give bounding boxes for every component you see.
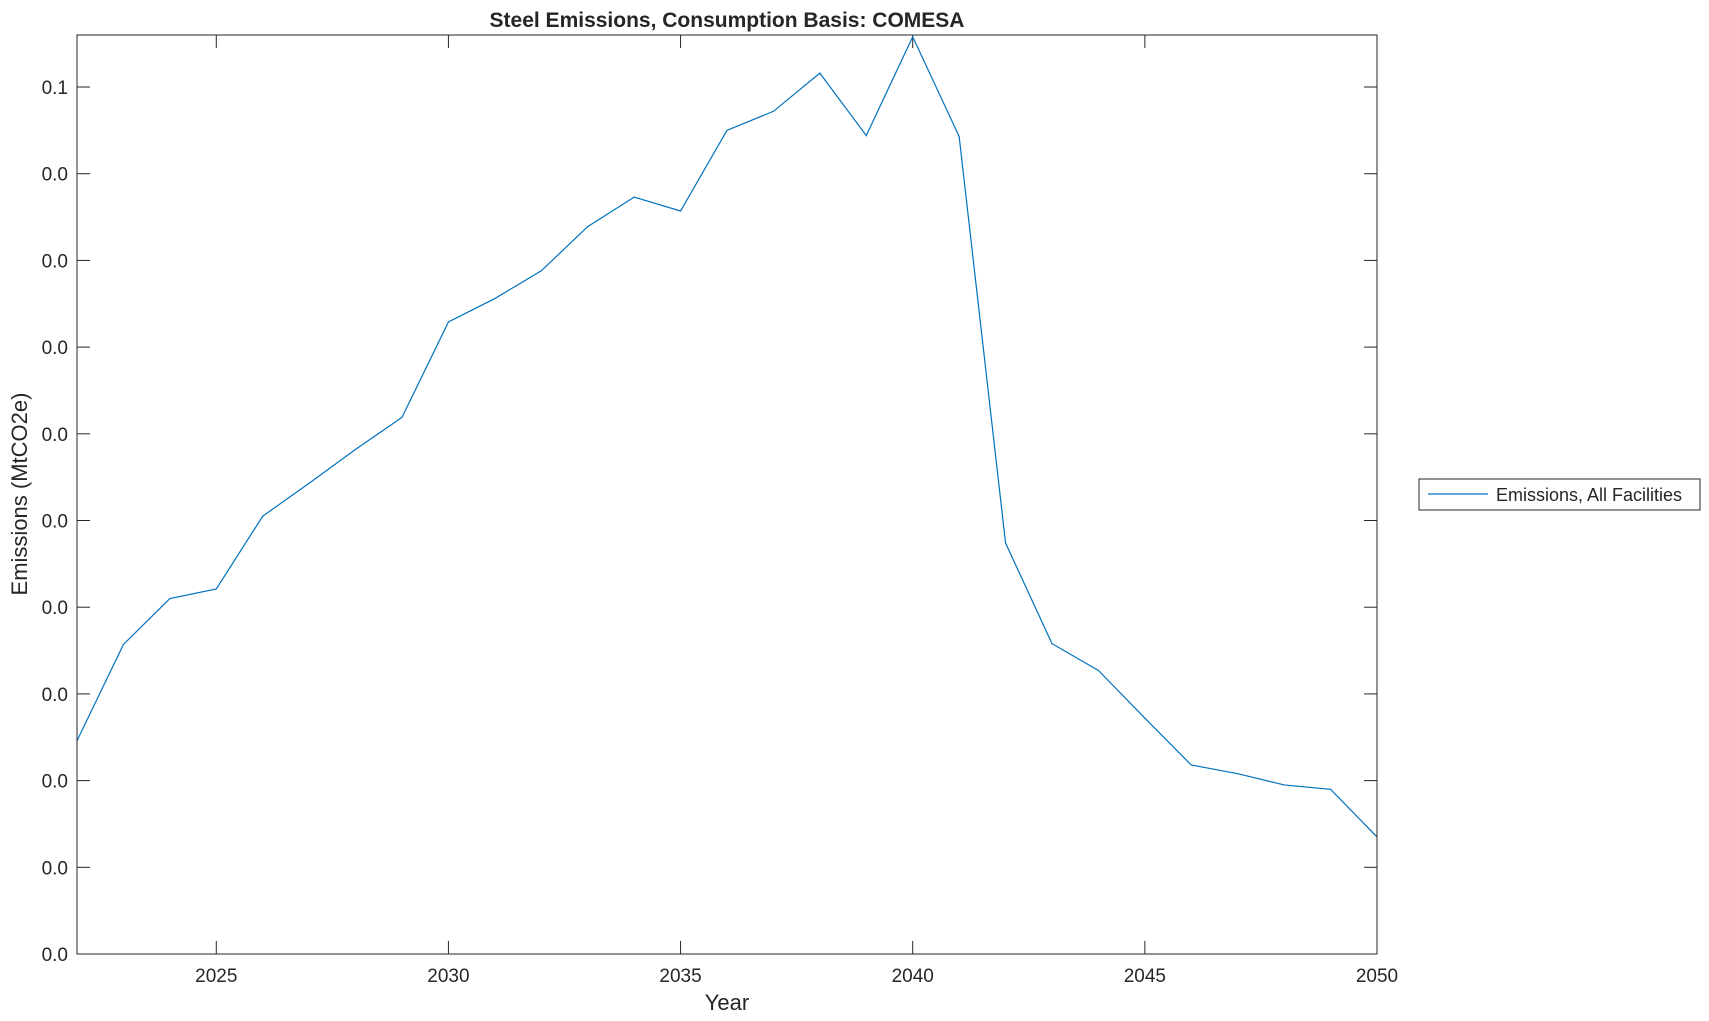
series-layer <box>76 35 1378 838</box>
data-point <box>865 134 867 137</box>
x-tick-label: 2050 <box>1356 966 1398 987</box>
y-tick-label: 0.0 <box>42 165 68 186</box>
y-axis-title: Emissions (MtCO2e) <box>7 393 32 596</box>
data-point <box>494 297 496 300</box>
data-point <box>1283 784 1285 786</box>
data-point <box>633 196 635 198</box>
plot-area-frame <box>76 34 1378 955</box>
data-point <box>772 110 775 112</box>
legend-series-label: Emissions, All Facilities <box>1496 485 1682 505</box>
y-tick-label: 0.0 <box>42 425 68 446</box>
data-point <box>679 210 682 212</box>
x-tick-label: 2040 <box>892 966 934 987</box>
data-point <box>1097 669 1100 672</box>
y-tick-label: 0.0 <box>42 945 68 966</box>
data-point <box>308 482 310 484</box>
y-tick-label: 0.0 <box>42 858 68 879</box>
data-point <box>1237 773 1239 775</box>
x-tick-label: 2045 <box>1124 966 1166 987</box>
y-tick-label: 0.0 <box>42 598 68 619</box>
x-tick-label: 2025 <box>195 966 237 987</box>
chart-title: Steel Emissions, Consumption Basis: COME… <box>490 9 965 32</box>
axis-tick-labels: 2025 2030 2035 2040 2045 2050 0.0 0.0 0.0 0.0 0.0 0… <box>42 78 1399 987</box>
x-axis-title: Year <box>705 990 749 1015</box>
data-point <box>958 135 960 138</box>
y-tick-label: 0.0 <box>42 338 68 359</box>
y-tick-label: 0.0 <box>42 685 68 706</box>
data-point <box>1051 643 1053 645</box>
data-point <box>1004 542 1007 544</box>
data-point <box>726 129 728 131</box>
data-point <box>587 226 589 228</box>
data-point <box>122 643 125 646</box>
data-point <box>169 597 171 600</box>
y-tick-label: 0.0 <box>42 251 68 272</box>
data-point <box>401 416 403 418</box>
y-tick-label: 0.0 <box>42 772 68 793</box>
data-point <box>447 321 450 323</box>
data-point <box>1190 764 1192 766</box>
data-point <box>215 588 217 590</box>
data-point <box>540 270 542 272</box>
data-point <box>354 448 357 451</box>
data-point <box>262 515 264 517</box>
y-tick-label: 0.0 <box>42 512 68 533</box>
x-tick-label: 2030 <box>427 966 469 987</box>
legend-box <box>1418 478 1701 511</box>
data-point <box>1144 717 1146 719</box>
data-point <box>1329 788 1332 790</box>
x-tick-label: 2035 <box>659 966 701 987</box>
legend[interactable]: Emissions, All Facilities <box>1418 478 1701 511</box>
data-point <box>819 72 821 74</box>
y-tick-label: 0.1 <box>42 78 68 99</box>
data-point <box>912 36 914 38</box>
